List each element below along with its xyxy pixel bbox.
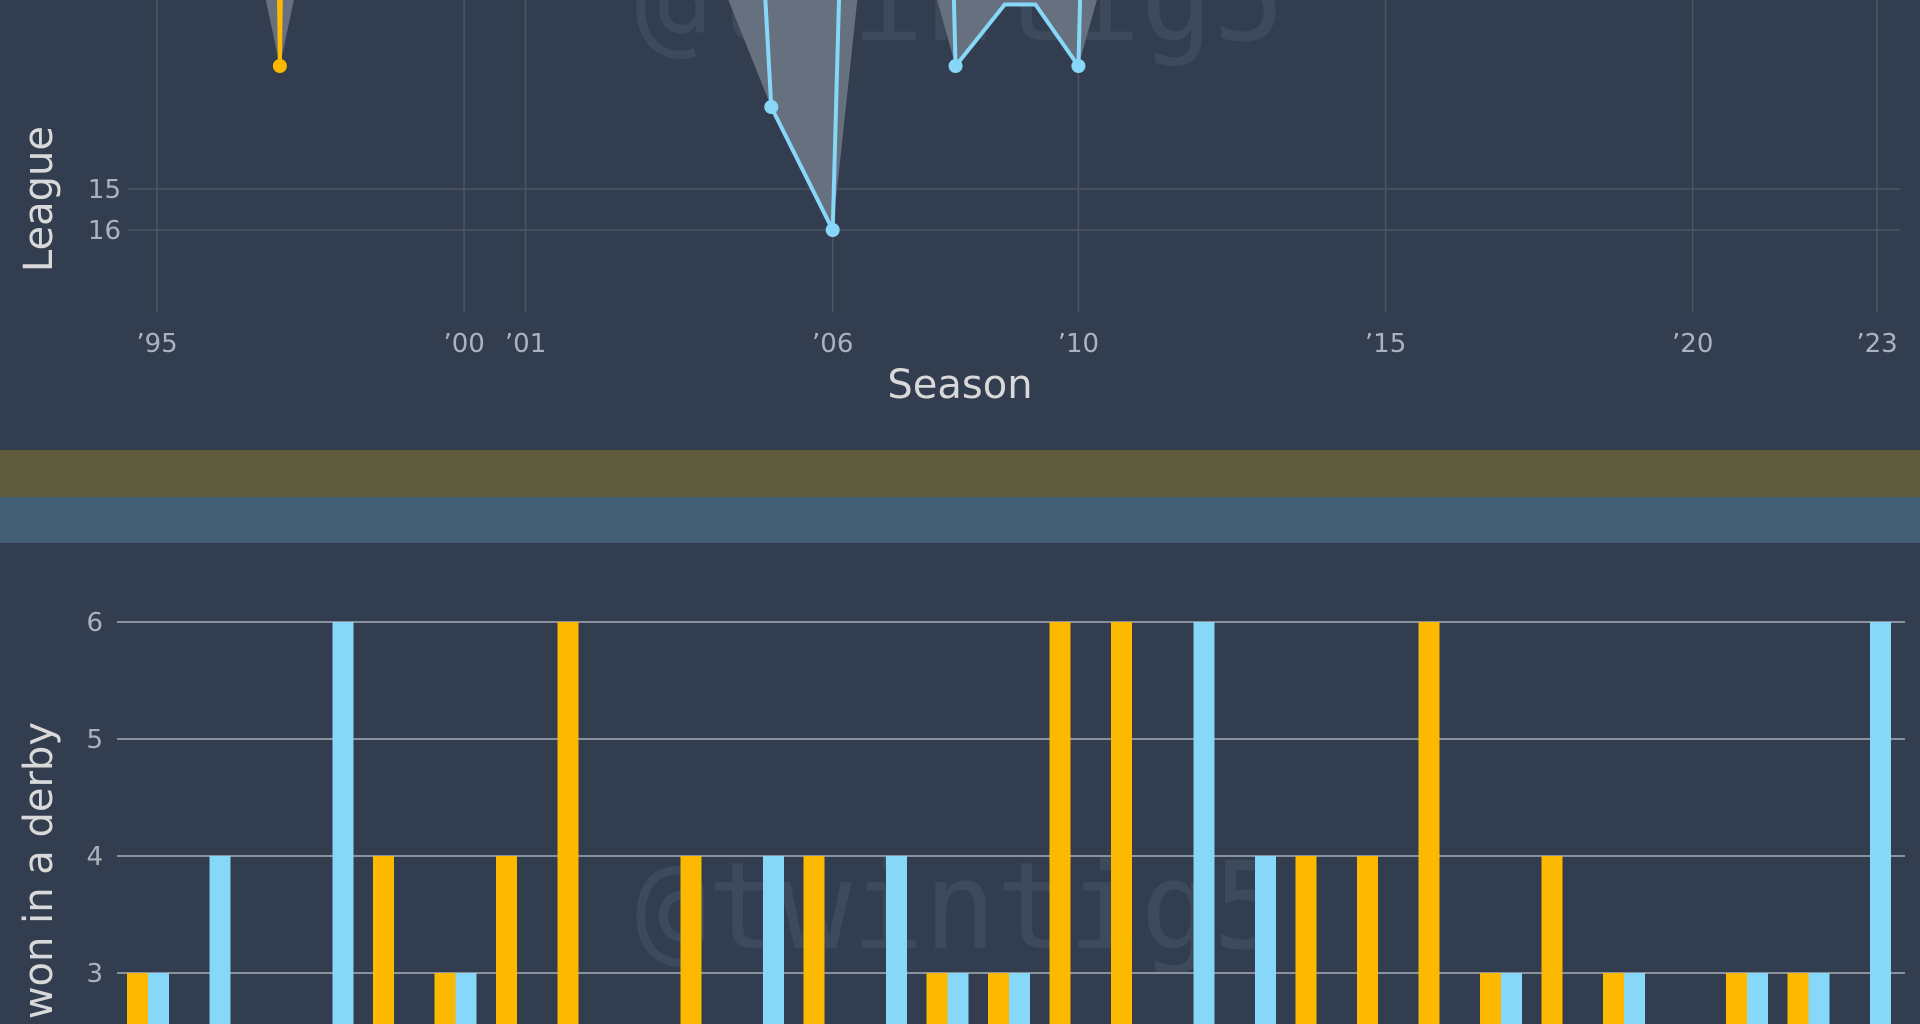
bar-yellow — [557, 622, 579, 1024]
bar-yellow — [680, 856, 702, 1024]
bar-chart-y-tick-labels: 3 4 5 6 — [86, 608, 103, 989]
bar-yellow — [1295, 856, 1317, 1024]
line-chart-blue-area — [728, 0, 858, 230]
bar-blue — [1501, 973, 1522, 1024]
bar-chart-bars — [127, 622, 1891, 1024]
line-chart-gridlines — [128, 0, 1900, 312]
bar-blue — [209, 856, 231, 1024]
bar-yellow — [803, 856, 825, 1024]
bar-yellow — [1480, 973, 1501, 1024]
bar-blue — [148, 973, 169, 1024]
bar-yellow — [1418, 622, 1440, 1024]
line-chart-y-tick-label: 16 — [88, 216, 121, 246]
line-chart-x-tick-label: ’15 — [1365, 329, 1406, 359]
bar-blue — [1747, 973, 1768, 1024]
bar-chart-y-tick-label: 5 — [86, 725, 103, 755]
line-chart-x-tick-label: ’01 — [505, 329, 546, 359]
line-chart-series — [272, 0, 1086, 237]
line-chart-series-blue — [763, 0, 1083, 232]
line-chart-x-tick-label: ’95 — [136, 329, 177, 359]
bar-blue — [1808, 973, 1830, 1024]
bar-blue — [1870, 622, 1891, 1024]
bar-yellow — [434, 973, 456, 1024]
divider-band-steel — [0, 497, 1920, 543]
bar-blue — [1009, 973, 1030, 1024]
bar-yellow — [988, 973, 1009, 1024]
line-chart-x-tick-labels: ’95 ’00 ’01 ’06 ’10 ’15 ’20 ’23 — [136, 329, 1897, 359]
line-chart-point-blue — [1071, 59, 1086, 73]
line-chart-point-blue — [825, 223, 840, 237]
line-chart-x-tick-label: ’10 — [1058, 329, 1099, 359]
bar-yellow — [1049, 622, 1071, 1024]
line-chart-point-yellow — [272, 59, 287, 73]
line-chart-x-tick-label: ’23 — [1856, 329, 1897, 359]
bar-chart-y-tick-label: 3 — [86, 959, 103, 989]
bar-chart-y-tick-label: 6 — [86, 608, 103, 638]
bar-yellow — [1603, 973, 1624, 1024]
bar-yellow — [496, 856, 517, 1024]
line-chart-x-tick-label: ’20 — [1672, 329, 1713, 359]
watermark-bottom: @twintig5 — [635, 838, 1285, 977]
bar-chart-y-axis-title: won in a derby — [16, 722, 62, 1019]
line-chart-blue-area — [937, 0, 1097, 66]
bar-yellow — [1787, 973, 1809, 1024]
bar-yellow — [1111, 622, 1132, 1024]
bar-blue — [1624, 973, 1645, 1024]
bar-yellow — [926, 973, 948, 1024]
bar-yellow — [127, 973, 148, 1024]
bar-yellow — [1726, 973, 1747, 1024]
bar-blue — [947, 973, 969, 1024]
line-chart-y-axis-title: League — [16, 126, 62, 272]
bar-blue — [1193, 622, 1215, 1024]
bar-yellow — [1357, 856, 1378, 1024]
bar-blue — [886, 856, 907, 1024]
line-chart-x-axis-title: Season — [887, 362, 1032, 408]
bar-blue — [455, 973, 477, 1024]
bar-blue — [763, 856, 784, 1024]
bar-yellow — [373, 856, 394, 1024]
bar-chart-y-tick-label: 4 — [86, 842, 103, 872]
bar-blue — [332, 622, 354, 1024]
bar-blue — [1255, 856, 1276, 1024]
line-chart-point-blue — [764, 100, 779, 114]
line-chart-y-tick-label: 15 — [88, 175, 121, 205]
divider-band-olive — [0, 450, 1920, 497]
line-chart-x-tick-label: ’06 — [812, 329, 853, 359]
line-chart-point-blue — [948, 59, 963, 73]
bar-yellow — [1541, 856, 1563, 1024]
line-chart-x-tick-label: ’00 — [443, 329, 484, 359]
